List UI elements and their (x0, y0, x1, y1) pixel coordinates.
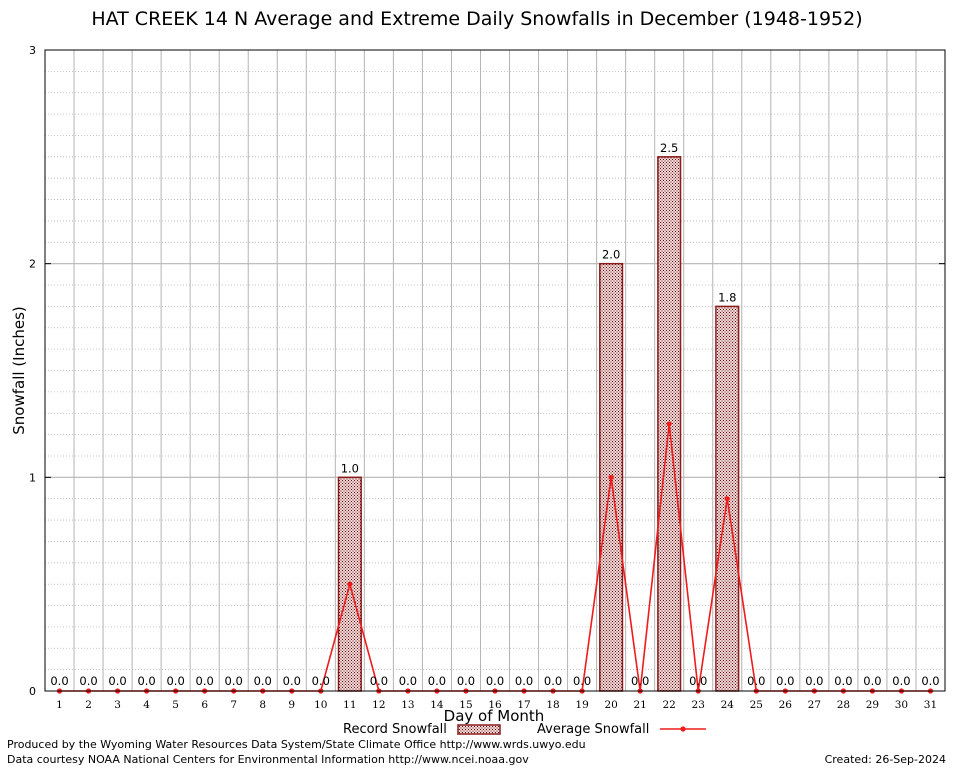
legend-record-label: Record Snowfall (343, 722, 447, 737)
x-tick-label: 25 (750, 699, 763, 711)
bar-value-label: 0.0 (196, 674, 214, 688)
x-tick-label: 9 (288, 699, 295, 711)
bar-value-label: 0.0 (457, 674, 475, 688)
x-tick-label: 27 (808, 699, 821, 711)
x-tick-label: 18 (546, 699, 559, 711)
x-tick-label: 8 (259, 699, 266, 711)
x-tick-label: 23 (692, 699, 705, 711)
footer-courtesy: Data courtesy NOAA National Centers for … (7, 753, 529, 766)
bar-value-label: 0.0 (486, 674, 504, 688)
x-tick-label: 31 (924, 699, 937, 711)
x-tick-label: 15 (459, 699, 472, 711)
x-tick-label: 20 (604, 699, 617, 711)
x-tick-label: 30 (895, 699, 908, 711)
x-tick-label: 1 (56, 699, 63, 711)
legend-average-marker (680, 726, 686, 732)
x-tick-label: 6 (201, 699, 208, 711)
x-tick-label: 10 (314, 699, 327, 711)
average-point (724, 496, 730, 502)
x-tick-label: 22 (663, 699, 676, 711)
bar-value-label: 1.0 (341, 461, 359, 475)
x-tick-label: 19 (575, 699, 588, 711)
x-tick-label: 12 (372, 699, 385, 711)
bar-value-label: 0.0 (225, 674, 243, 688)
footer-produced-by: Produced by the Wyoming Water Resources … (7, 738, 586, 751)
bar-value-label: 0.0 (689, 674, 707, 688)
bar-value-label: 0.0 (544, 674, 562, 688)
y-tick-label: 3 (29, 44, 36, 57)
bar-value-label: 0.0 (50, 674, 68, 688)
bar-value-label: 0.0 (805, 674, 823, 688)
footer-created: Created: 26-Sep-2024 (824, 753, 946, 766)
x-tick-label: 3 (114, 699, 121, 711)
x-tick-label: 7 (230, 699, 237, 711)
x-tick-label: 5 (172, 699, 179, 711)
bar-value-label: 0.0 (573, 674, 591, 688)
bar-value-label: 0.0 (747, 674, 765, 688)
y-tick-label: 2 (29, 258, 36, 271)
bar-value-label: 0.0 (166, 674, 184, 688)
average-point (608, 474, 614, 480)
bar-value-label: 2.0 (602, 248, 620, 262)
bar-value-label: 0.0 (137, 674, 155, 688)
x-tick-label: 28 (837, 699, 850, 711)
bar-value-label: 0.0 (921, 674, 939, 688)
x-tick-label: 11 (343, 699, 356, 711)
y-axis-title: Snowfall (Inches) (10, 306, 28, 434)
plot-frame (44, 49, 946, 692)
bar-value-label: 0.0 (776, 674, 794, 688)
x-tick-label: 16 (488, 699, 502, 711)
x-tick-label: 14 (430, 699, 444, 711)
x-tick-label: 29 (866, 699, 879, 711)
bar-value-label: 0.0 (892, 674, 910, 688)
y-tick-label: 0 (29, 685, 36, 698)
bar-value-label: 0.0 (312, 674, 330, 688)
bar-value-label: 0.0 (428, 674, 446, 688)
average-point (666, 421, 672, 427)
bar-value-label: 0.0 (254, 674, 272, 688)
bar-value-label: 0.0 (863, 674, 881, 688)
x-tick-label: 26 (779, 699, 793, 711)
x-tick-label: 24 (721, 699, 735, 711)
x-axis-title: Day of Month (444, 707, 545, 725)
bar-value-label: 2.5 (660, 141, 678, 155)
x-tick-label: 13 (401, 699, 414, 711)
bar-value-label: 0.0 (370, 674, 388, 688)
bar-value-label: 1.8 (718, 290, 736, 304)
average-point (347, 581, 353, 587)
bar-value-label: 0.0 (834, 674, 852, 688)
bar-value-label: 0.0 (399, 674, 417, 688)
bar-value-label: 0.0 (283, 674, 301, 688)
legend-average-label: Average Snowfall (537, 722, 650, 737)
legend-record-swatch (457, 724, 501, 735)
x-tick-label: 17 (517, 699, 530, 711)
bar-value-label: 0.0 (631, 674, 649, 688)
x-tick-label: 2 (85, 699, 92, 711)
bar-value-label: 0.0 (79, 674, 97, 688)
x-tick-label: 21 (633, 699, 646, 711)
bar-value-label: 0.0 (108, 674, 126, 688)
x-tick-label: 4 (143, 699, 150, 711)
bar-value-label: 0.0 (515, 674, 533, 688)
chart-title: HAT CREEK 14 N Average and Extreme Daily… (91, 8, 863, 30)
y-tick-label: 1 (29, 471, 36, 484)
